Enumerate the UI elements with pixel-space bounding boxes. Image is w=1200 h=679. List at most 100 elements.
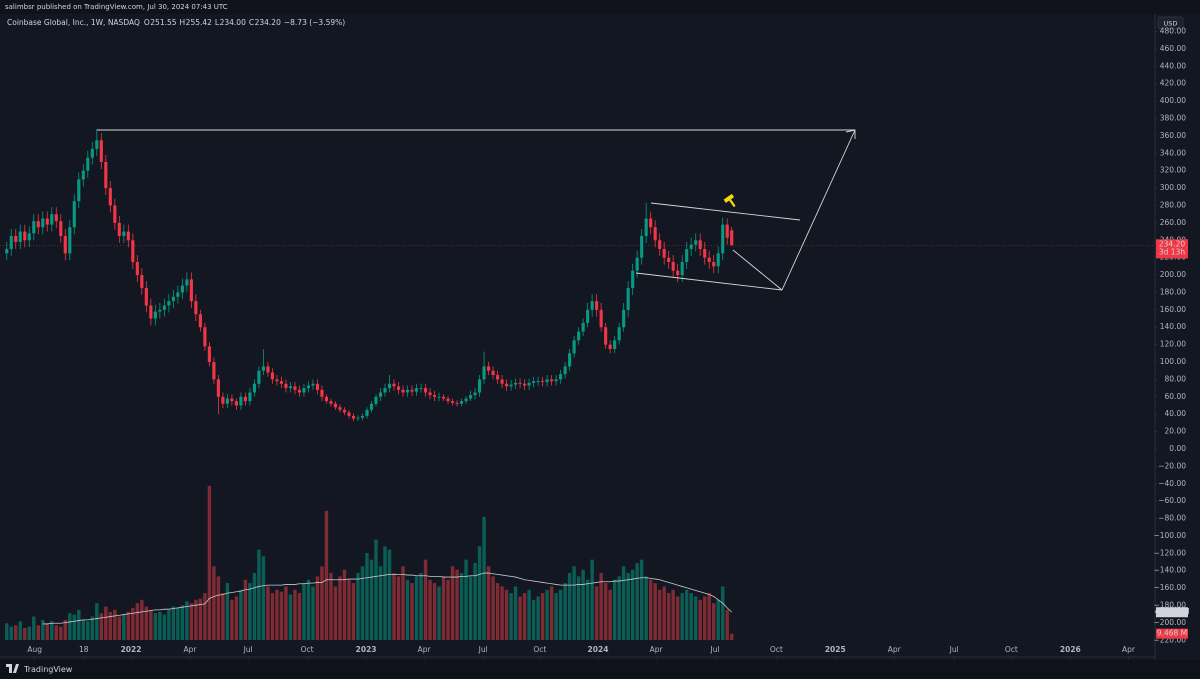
candle-body [81,170,85,180]
volume-ma-line [42,572,733,625]
candle-body [365,409,369,416]
volume-bar [171,606,176,640]
volume-bar [14,625,18,640]
legend-key: O [144,18,150,27]
candle-body [234,401,238,406]
candle-body [63,235,67,254]
currency-button[interactable] [1157,16,1184,30]
candle-body [387,383,392,389]
candle-body [550,379,554,382]
legend-value: 251.55 [150,18,176,27]
last-price-label: 234.20 [1159,239,1185,248]
volume-bar [401,566,405,640]
candle-body [315,383,320,390]
candle-body [72,201,76,228]
volume-bar [612,579,617,640]
candle-body [707,257,711,263]
y-tick-label: −120.00 [1153,548,1186,557]
candle-body [338,407,342,410]
volume-bar [419,573,423,640]
volume-last-label: 9.468 M [1157,629,1187,638]
candle-body [176,292,180,297]
volume-bar [662,586,666,640]
candle-body [230,398,234,402]
volume-bar [131,607,135,640]
volume-bar [279,591,284,640]
legend-change: −8.73 (−3.59%) [284,18,345,27]
channel-line [650,202,801,221]
volume-bar [563,583,567,640]
candle-body [667,257,671,263]
candle-body [662,248,666,258]
y-tick-label: −40.00 [1158,479,1186,488]
volume-bar [297,593,302,640]
x-tick-label: Oct [301,645,314,654]
y-tick-label: 100.00 [1160,357,1186,366]
legend: Coinbase Global, Inc., 1W, NASDAQ O 251.55… [7,18,345,27]
volume-bar [41,619,45,640]
candle-body [689,244,693,249]
volume-bar [482,516,486,640]
candle-body [617,327,621,341]
candle-body [473,392,477,396]
y-tick-label: −20.00 [1158,461,1186,470]
volume-bar [513,586,518,640]
candle-body [153,311,157,319]
volume-bar [140,599,144,640]
volume-bar [207,486,212,640]
currency-label[interactable]: USD [1164,20,1178,28]
y-tick-label: −80.00 [1158,514,1186,523]
volume-bar [603,583,608,640]
candle-body [32,221,36,234]
candle-body [559,374,563,380]
volume-bar [113,609,117,640]
candle-body [252,383,256,393]
candle-body [698,240,702,249]
volume-bar [464,559,468,640]
candle-body [104,162,108,189]
candle-body [730,230,734,246]
candle-body [523,383,527,386]
volume-bar [428,579,432,640]
volume-bar [581,569,585,640]
volume-bar [329,573,333,640]
y-tick-label: 160.00 [1160,305,1186,314]
candle-body [671,262,675,271]
candle-body [716,253,720,267]
volume-bar [23,627,27,640]
candle-body [302,388,306,393]
candle-body [122,231,126,236]
candle-body [468,395,473,399]
y-tick-label: 0.00 [1169,444,1186,453]
volume-bar [275,589,279,640]
candle-body [608,344,612,349]
candle-body [703,248,707,258]
legend-value: 255.42 [186,18,212,27]
volume-bar [410,583,414,640]
volume-bar [257,549,261,640]
candle-body [194,301,198,315]
candle-body [622,309,626,328]
volume-bar [594,586,599,640]
y-tick-label: 360.00 [1160,131,1186,140]
volume-bar [288,594,293,640]
y-tick-label: −180.00 [1153,601,1186,610]
volume-bar [324,510,329,640]
x-tick-label: Aug [27,645,42,654]
volume-bar [302,583,306,640]
candle-body [432,395,437,397]
candle-body [514,382,518,385]
volume-bar [392,573,396,640]
volume-bar [549,586,554,640]
candle-body [500,379,504,384]
volume-bar [590,559,594,640]
volume-bar [248,583,252,640]
candle-body [99,140,103,163]
candle-body [225,398,229,404]
volume-bar [698,599,702,640]
x-tick-label: Oct [1005,645,1018,654]
y-tick-label: −140.00 [1153,566,1186,575]
volume-bar [689,593,693,640]
candle-body [545,379,549,383]
